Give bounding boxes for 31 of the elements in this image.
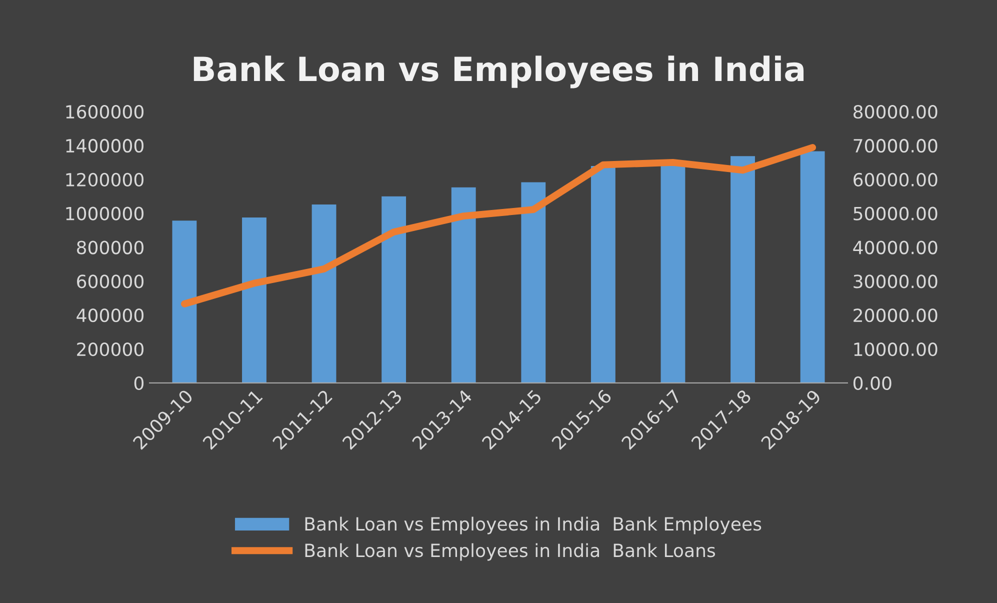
legend-label: Bank Loan vs Employees in India Bank Employees xyxy=(305,516,762,534)
y-tick-label: 0 xyxy=(134,376,144,390)
y-tick-label: 1200000 xyxy=(66,172,144,187)
bar xyxy=(590,166,616,383)
bar xyxy=(451,187,476,383)
bar xyxy=(800,151,825,383)
y-tick-label: 600000 xyxy=(77,274,144,288)
bar xyxy=(382,196,406,383)
y2-tick-label: 40000.00 xyxy=(853,240,938,254)
y2-tick-label: 20000.00 xyxy=(854,308,938,322)
bar xyxy=(172,220,197,383)
y2-tick-label: 30000.00 xyxy=(854,274,938,288)
y-tick-label: 200000 xyxy=(77,342,144,356)
y-tick-label: 1600000 xyxy=(66,105,144,119)
bar xyxy=(312,204,336,383)
chart-title: Bank Loan vs Employees in India xyxy=(194,56,804,88)
y-tick-label: 400000 xyxy=(76,308,144,322)
bar xyxy=(730,156,755,383)
bar xyxy=(242,218,266,383)
y2-tick-label: 50000.00 xyxy=(854,206,938,220)
y-tick-label: 1400000 xyxy=(66,138,144,153)
legend-label: Bank Loan vs Employees in India Bank Loans xyxy=(305,543,716,561)
bar xyxy=(660,164,686,383)
y2-tick-label: 70000.00 xyxy=(854,138,938,153)
y2-tick-label: 0.00 xyxy=(854,376,892,390)
y-tick-label: 800000 xyxy=(76,240,144,254)
y2-tick-label: 10000.00 xyxy=(854,342,938,356)
y2-tick-label: 80000.00 xyxy=(854,105,938,119)
y-tick-label: 1000000 xyxy=(66,206,144,220)
bar xyxy=(521,182,546,383)
y2-tick-label: 60000.00 xyxy=(854,172,938,187)
